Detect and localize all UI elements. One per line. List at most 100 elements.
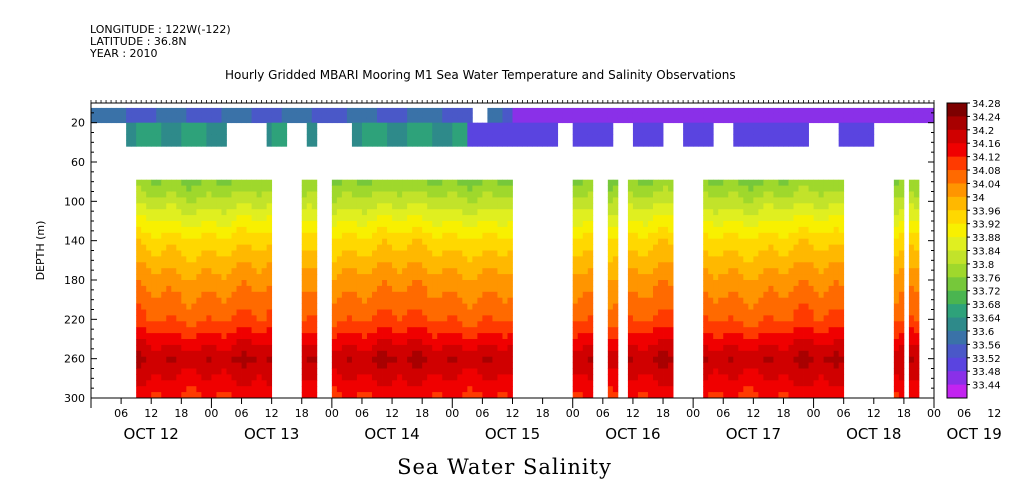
heatmap-cell xyxy=(296,112,303,119)
heatmap-cell xyxy=(176,274,182,281)
heatmap-cell xyxy=(627,362,634,369)
heatmap-cell xyxy=(397,232,403,240)
heatmap-cell xyxy=(728,333,734,340)
heatmap-cell xyxy=(251,185,257,192)
heatmap-cell xyxy=(718,362,724,369)
heatmap-cell xyxy=(306,356,313,363)
heatmap-cell xyxy=(176,344,182,352)
heatmap-cell xyxy=(407,221,413,228)
heatmap-cell xyxy=(181,250,187,257)
heatmap-cell xyxy=(763,303,769,310)
heatmap-cell xyxy=(913,285,920,293)
heatmap-cell xyxy=(241,221,247,228)
heatmap-cell xyxy=(768,374,774,381)
heatmap-cell xyxy=(236,244,242,251)
heatmap-cell xyxy=(452,209,458,216)
heatmap-cell xyxy=(141,368,147,375)
heatmap-cell xyxy=(703,128,709,135)
heatmap-cell xyxy=(311,197,318,204)
heatmap-cell xyxy=(728,362,734,369)
heatmap-cell xyxy=(783,256,789,263)
heatmap-cell xyxy=(176,291,182,299)
heatmap-cell xyxy=(743,191,749,198)
heatmap-cell xyxy=(577,297,584,304)
heatmap-cell xyxy=(788,309,794,316)
heatmap-cell xyxy=(748,297,754,304)
heatmap-cell xyxy=(186,386,192,393)
heatmap-cell xyxy=(898,392,905,399)
heatmap-cell xyxy=(753,112,759,119)
heatmap-cell xyxy=(818,256,825,263)
heatmap-cell xyxy=(196,122,202,129)
heatmap-cell xyxy=(572,203,579,210)
heatmap-cell xyxy=(482,128,488,135)
heatmap-cell xyxy=(161,291,167,299)
heatmap-cell xyxy=(437,179,443,186)
heatmap-cell xyxy=(477,262,483,269)
heatmap-cell xyxy=(607,280,614,287)
heatmap-cell xyxy=(472,285,478,293)
heatmap-cell xyxy=(392,197,398,204)
heatmap-cell xyxy=(833,380,840,387)
heatmap-cell xyxy=(668,280,674,287)
heatmap-cell xyxy=(351,256,358,263)
heatmap-cell xyxy=(311,209,318,216)
heatmap-cell xyxy=(713,203,719,210)
heatmap-cell xyxy=(402,268,408,275)
heatmap-cell xyxy=(517,134,523,141)
heatmap-cell xyxy=(748,256,754,263)
heatmap-cell xyxy=(236,107,242,114)
heatmap-cell xyxy=(898,344,905,352)
heatmap-cell xyxy=(206,333,212,340)
heatmap-cell xyxy=(803,250,809,257)
heatmap-cell xyxy=(622,107,629,114)
heatmap-cell xyxy=(442,197,448,204)
heatmap-cell xyxy=(647,350,654,358)
heatmap-cell xyxy=(206,140,212,147)
heatmap-cell xyxy=(176,256,182,263)
heatmap-cell xyxy=(462,344,468,352)
heatmap-cell xyxy=(793,122,799,129)
heatmap-cell xyxy=(201,386,207,393)
heatmap-cell xyxy=(572,107,579,114)
heatmap-cell xyxy=(191,315,197,322)
heatmap-cell xyxy=(663,238,669,245)
heatmap-cell xyxy=(582,309,589,316)
heatmap-cell xyxy=(653,350,659,358)
heatmap-cell xyxy=(372,380,378,387)
heatmap-cell xyxy=(447,362,453,369)
heatmap-cell xyxy=(141,274,147,281)
heatmap-cell xyxy=(306,191,313,198)
heatmap-cell xyxy=(898,309,905,316)
heatmap-cell xyxy=(176,339,182,346)
heatmap-cell xyxy=(823,191,830,198)
heatmap-cell xyxy=(733,339,739,346)
heatmap-cell xyxy=(261,215,268,222)
heatmap-cell xyxy=(387,321,393,328)
heatmap-cell xyxy=(778,327,784,334)
heatmap-cell xyxy=(181,107,187,114)
heatmap-cell xyxy=(768,112,774,119)
heatmap-cell xyxy=(743,215,749,222)
heatmap-cell xyxy=(462,107,468,114)
heatmap-cell xyxy=(226,185,232,192)
heatmap-cell xyxy=(703,122,709,129)
heatmap-cell xyxy=(708,140,714,147)
heatmap-cell xyxy=(607,327,614,334)
heatmap-cell xyxy=(653,209,659,216)
heatmap-cell xyxy=(497,179,503,186)
heatmap-cell xyxy=(341,392,348,399)
heatmap-cell xyxy=(487,368,493,375)
heatmap-cell xyxy=(346,185,353,192)
heatmap-cell xyxy=(372,321,378,328)
heatmap-cell xyxy=(442,256,448,263)
heatmap-cell xyxy=(592,117,599,124)
heatmap-cell xyxy=(803,203,809,210)
heatmap-cell xyxy=(176,285,182,293)
heatmap-cell xyxy=(647,386,654,393)
heatmap-cell xyxy=(346,232,353,240)
heatmap-cell xyxy=(166,303,172,310)
heatmap-cell xyxy=(913,256,920,263)
heatmap-cell xyxy=(346,291,353,299)
heatmap-cell xyxy=(452,179,458,186)
